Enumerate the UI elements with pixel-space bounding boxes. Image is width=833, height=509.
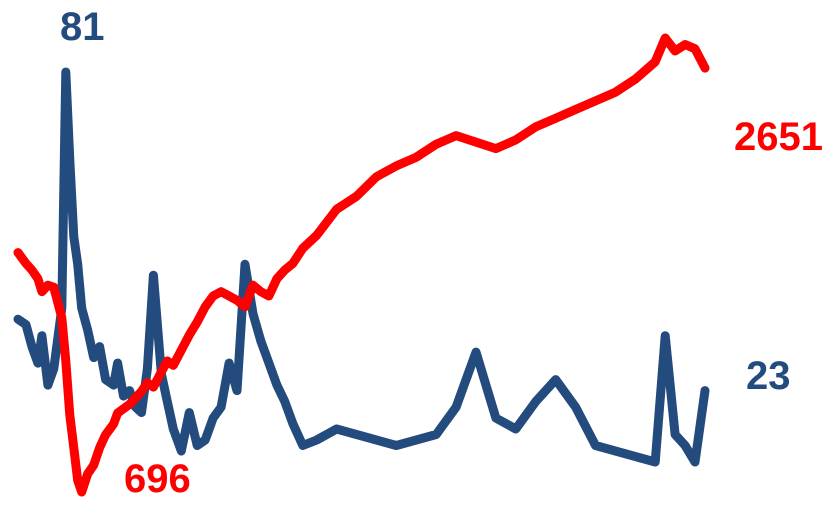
annotation-red-min: 696 <box>124 457 191 501</box>
annotation-red-last: 2651 <box>734 115 823 159</box>
annotation-blue-last: 23 <box>746 354 791 398</box>
annotation-blue-max: 81 <box>60 5 105 49</box>
series-line-red <box>13 33 710 497</box>
series-line-blue <box>13 67 710 467</box>
series-layer <box>13 33 710 497</box>
